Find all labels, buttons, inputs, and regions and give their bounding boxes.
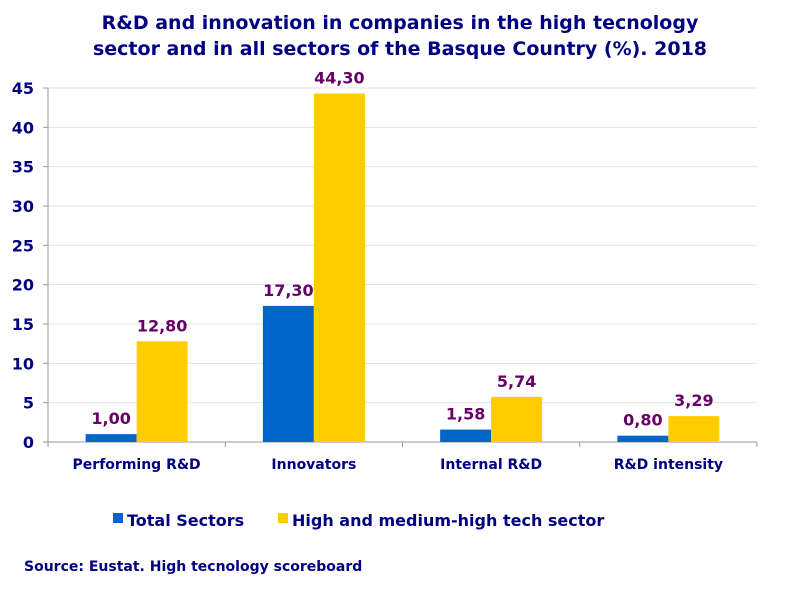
legend-label: Total Sectors bbox=[127, 511, 244, 530]
legend-swatch bbox=[278, 513, 288, 523]
legend-label: High and medium-high tech sector bbox=[292, 511, 604, 530]
title-line-2: sector and in all sectors of the Basque … bbox=[92, 38, 708, 60]
x-tick-label: Innovators bbox=[271, 457, 356, 473]
y-tick-label: 20 bbox=[12, 276, 34, 295]
data-label: 1,00 bbox=[91, 409, 130, 428]
data-label: 17,30 bbox=[263, 281, 314, 300]
y-tick-label: 0 bbox=[23, 433, 34, 452]
bar-high-tech bbox=[491, 396, 543, 442]
y-tick-label: 45 bbox=[12, 79, 34, 98]
bar-total-sectors bbox=[262, 305, 314, 442]
bar-total-sectors bbox=[617, 435, 669, 442]
x-tick-label: R&D intensity bbox=[614, 457, 723, 473]
data-label: 5,74 bbox=[497, 372, 536, 391]
bar-high-tech bbox=[136, 341, 188, 442]
y-tick-label: 10 bbox=[12, 354, 34, 373]
y-tick-label: 40 bbox=[12, 118, 34, 137]
title-line-1: R&D and innovation in companies in the h… bbox=[101, 12, 699, 34]
bar-high-tech bbox=[313, 93, 365, 443]
source-note: Source: Eustat. High tecnology scoreboar… bbox=[24, 559, 363, 575]
bar-high-tech bbox=[668, 416, 720, 442]
bar-total-sectors bbox=[85, 434, 137, 442]
data-label: 3,29 bbox=[674, 391, 713, 410]
y-tick-label: 35 bbox=[12, 158, 34, 177]
y-tick-label: 15 bbox=[12, 315, 34, 334]
data-label: 44,30 bbox=[314, 69, 365, 88]
data-label: 0,80 bbox=[623, 411, 662, 430]
x-tick-label: Performing R&D bbox=[73, 457, 201, 473]
y-tick-label: 25 bbox=[12, 236, 34, 255]
bar-total-sectors bbox=[440, 429, 492, 442]
data-label: 1,58 bbox=[446, 405, 485, 424]
y-tick-label: 5 bbox=[23, 394, 34, 413]
y-tick-label: 30 bbox=[12, 197, 34, 216]
data-label: 12,80 bbox=[137, 316, 188, 335]
chart-title: R&D and innovation in companies in the h… bbox=[0, 10, 800, 62]
x-tick-label: Internal R&D bbox=[440, 457, 542, 473]
legend-swatch bbox=[113, 513, 123, 523]
